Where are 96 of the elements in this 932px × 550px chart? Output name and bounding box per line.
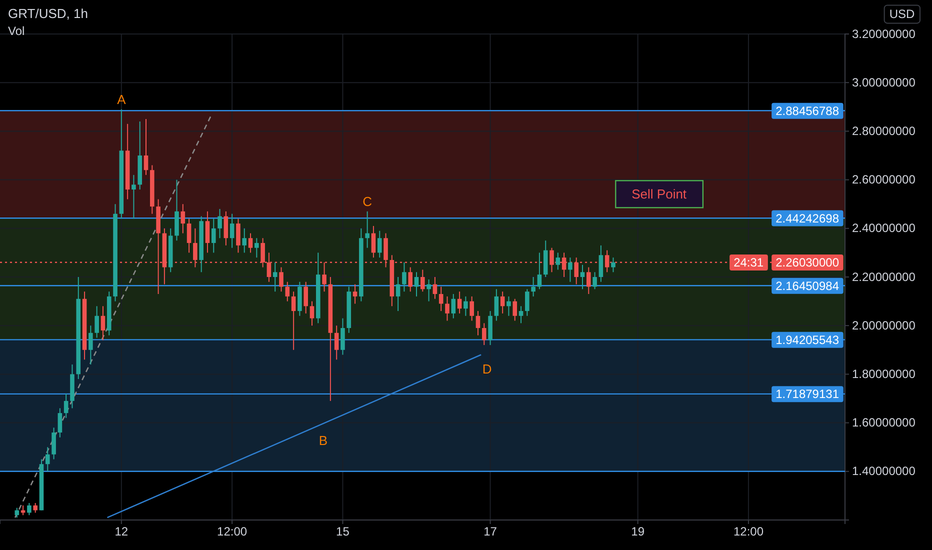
- candlestick: [33, 502, 38, 514]
- candlestick: [451, 294, 456, 319]
- candlestick: [132, 174, 136, 220]
- annotation: C: [362, 194, 372, 209]
- candlestick: [371, 225, 376, 258]
- candlestick: [45, 446, 50, 472]
- annotation: Sell Point: [632, 186, 687, 202]
- y-tick-label: 3.20000000: [852, 26, 916, 41]
- candlestick: [58, 408, 62, 438]
- candlestick: [464, 296, 468, 316]
- candlestick: [242, 228, 247, 254]
- candlestick: [230, 213, 234, 248]
- candlestick: [377, 230, 382, 258]
- candlestick: [88, 325, 93, 365]
- candlestick: [470, 296, 474, 322]
- candlestick: [254, 238, 259, 258]
- candlestick: [396, 276, 400, 312]
- candlestick: [94, 306, 99, 338]
- annotation: D: [482, 361, 492, 376]
- x-tick-label: 19: [631, 524, 645, 539]
- ref-line-label: 1.94205543: [776, 332, 840, 347]
- candlestick: [279, 266, 284, 292]
- candlestick: [476, 310, 480, 336]
- candlestick: [211, 218, 216, 254]
- y-tick-label: 2.80000000: [852, 124, 916, 138]
- annotation: A: [117, 92, 126, 107]
- y-tick-label: 1.60000000: [852, 416, 916, 430]
- y-tick-label: 2.20000000: [852, 270, 916, 284]
- annotation: 24:31: [734, 256, 764, 270]
- annotation: B: [318, 432, 328, 448]
- x-tick-label: 12:00: [733, 524, 764, 539]
- candlestick: [414, 272, 419, 297]
- candlestick: [304, 281, 308, 314]
- candlestick: [365, 210, 370, 248]
- ref-line-label: 2.16450984: [776, 278, 840, 293]
- candlestick: [224, 210, 228, 246]
- x-tick-label: 15: [336, 524, 350, 539]
- x-tick-label: 17: [484, 524, 498, 539]
- candlestick: [580, 264, 585, 290]
- candlestick: [438, 286, 444, 312]
- chart-title: GRT/USD, 1h: [8, 6, 88, 21]
- candlestick: [537, 252, 542, 290]
- y-tick-label: 1.40000000: [852, 464, 916, 478]
- candlestick: [426, 278, 431, 302]
- candlestick: [285, 281, 290, 302]
- candlestick: [525, 288, 530, 316]
- candlestick: [512, 298, 518, 322]
- candlestick: [100, 306, 106, 341]
- candlestick: [592, 272, 597, 290]
- ref-line-label: 2.26030000: [776, 256, 840, 270]
- candlestick: [218, 208, 222, 239]
- candlestick: [180, 204, 186, 234]
- candlestick: [518, 306, 524, 324]
- candlestick: [272, 262, 278, 292]
- y-tick-label: 1.80000000: [852, 367, 916, 382]
- label-box: Sell Point: [615, 180, 704, 208]
- candlestick: [420, 269, 425, 292]
- candlestick: [186, 218, 192, 254]
- candlestick: [611, 257, 616, 273]
- candlestick: [506, 296, 511, 316]
- candlestick: [291, 291, 296, 350]
- ref-line-label: 2.88456788: [776, 104, 840, 118]
- candlestick: [340, 318, 345, 356]
- ref-line-label: 1.71879131: [776, 387, 840, 402]
- candlestick: [482, 322, 486, 346]
- candlestick: [556, 252, 560, 270]
- candlestick: [586, 266, 591, 295]
- candlestick: [531, 276, 536, 297]
- candlestick: [144, 118, 148, 176]
- candlestick: [408, 266, 413, 292]
- candlestick: [500, 291, 505, 314]
- candlestick: [568, 257, 572, 282]
- x-tick-label: 12: [114, 524, 128, 539]
- y-axis-title: USD: [889, 7, 915, 22]
- candlestick: [352, 284, 358, 304]
- y-tick-label: 3.00000000: [852, 75, 916, 90]
- y-tick-label: 2.40000000: [852, 221, 916, 236]
- candlestick: [598, 244, 604, 282]
- candlestick: [310, 300, 314, 326]
- ref-line-label: 2.44242698: [776, 211, 840, 226]
- candlestick: [236, 218, 240, 254]
- y-tick-label: 2.00000000: [852, 318, 916, 332]
- candlestick: [334, 325, 339, 360]
- x-tick-label: 12:00: [217, 524, 248, 539]
- candlestick: [445, 296, 450, 322]
- candlestick: [27, 502, 32, 516]
- candlestick: [205, 210, 210, 254]
- chart-subtitle: Vol: [8, 24, 25, 38]
- candlestick: [52, 427, 56, 460]
- candlestick: [432, 276, 438, 300]
- candlestick: [64, 393, 68, 418]
- candlestick: [457, 291, 462, 314]
- candlestick: [494, 288, 499, 322]
- candlestick: [402, 262, 406, 292]
- candlestick: [248, 232, 253, 254]
- y-tick-label: 2.60000000: [852, 172, 916, 187]
